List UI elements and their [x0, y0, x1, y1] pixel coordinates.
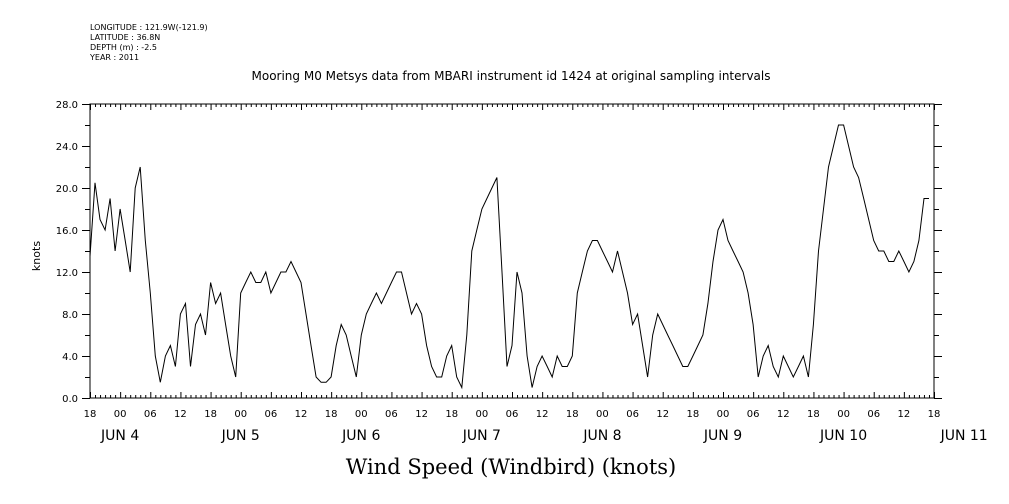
x-hour-label: 18 — [84, 409, 97, 420]
x-hour-label: 06 — [385, 409, 398, 420]
x-hour-label: 00 — [234, 409, 247, 420]
meta-year: YEAR : 2011 — [89, 53, 139, 62]
y-tick-label: 0.0 — [62, 394, 78, 405]
plot-frame — [89, 103, 935, 399]
x-hour-tick-labels: 18 00 06 12 18 00 06 12 18 00 06 12 18 00 06 12 18 00 06 12… — [84, 409, 941, 420]
x-hour-label: 12 — [777, 409, 790, 420]
y-tick-label: 28.0 — [56, 100, 78, 111]
x-hour-label: 00 — [596, 409, 609, 420]
y-tick-label: 8.0 — [62, 310, 78, 321]
x-hour-label: 00 — [355, 409, 368, 420]
y-tick-label: 4.0 — [62, 352, 78, 363]
x-hour-label: 06 — [747, 409, 760, 420]
x-hour-label: 06 — [626, 409, 639, 420]
x-hour-label: 12 — [536, 409, 549, 420]
x-day-labels: JUN 4 JUN 5 JUN 6 JUN 7 JUN 8 JUN 9 JUN 10 JUN … — [100, 428, 988, 444]
x-hour-label: 00 — [475, 409, 488, 420]
x-hour-label: 18 — [686, 409, 699, 420]
x-hour-label: 06 — [264, 409, 277, 420]
x-day-label: JUN 9 — [703, 428, 742, 444]
metadata-block: LONGITUDE : 121.9W(-121.9) LATITUDE : 36… — [89, 23, 208, 62]
y-tick-labels: 0.0 4.0 8.0 12.0 16.0 20.0 24.0 28.0 — [56, 100, 78, 405]
meta-latitude: LATITUDE : 36.8N — [90, 33, 160, 42]
x-hour-label: 00 — [837, 409, 850, 420]
x-hour-label: 06 — [867, 409, 880, 420]
x-hour-label: 00 — [717, 409, 730, 420]
y-axis-label: knots — [30, 241, 43, 271]
y-tick-label: 20.0 — [56, 184, 78, 195]
x-hour-label: 12 — [295, 409, 308, 420]
y-tick-label: 16.0 — [56, 226, 78, 237]
x-hour-label: 18 — [807, 409, 820, 420]
x-hour-label: 06 — [506, 409, 519, 420]
x-hour-label: 00 — [114, 409, 127, 420]
x-hour-label: 12 — [656, 409, 669, 420]
axis-ticks — [82, 104, 942, 399]
x-hour-label: 18 — [445, 409, 458, 420]
x-day-label: JUN 11 — [940, 428, 988, 444]
chart-title: Mooring M0 Metsys data from MBARI instru… — [252, 69, 771, 83]
x-hour-label: 12 — [174, 409, 187, 420]
meta-longitude: LONGITUDE : 121.9W(-121.9) — [90, 23, 208, 32]
y-tick-label: 24.0 — [56, 142, 78, 153]
x-hour-label: 12 — [415, 409, 428, 420]
x-day-label: JUN 10 — [819, 428, 867, 444]
y-tick-label: 12.0 — [56, 268, 78, 279]
x-day-label: JUN 4 — [100, 428, 139, 444]
x-hour-label: 18 — [928, 409, 941, 420]
x-day-label: JUN 5 — [221, 428, 260, 444]
x-day-label: JUN 7 — [462, 428, 501, 444]
x-day-label: JUN 8 — [582, 428, 621, 444]
wind-speed-line — [89, 124, 929, 390]
x-hour-label: 12 — [897, 409, 910, 420]
meta-depth: DEPTH (m) : -2.5 — [90, 43, 157, 52]
x-axis-label: Wind Speed (Windbird) (knots) — [346, 455, 676, 479]
x-hour-label: 18 — [204, 409, 217, 420]
x-hour-label: 06 — [144, 409, 157, 420]
x-hour-label: 18 — [325, 409, 338, 420]
x-day-label: JUN 6 — [341, 428, 380, 444]
x-hour-label: 18 — [566, 409, 579, 420]
